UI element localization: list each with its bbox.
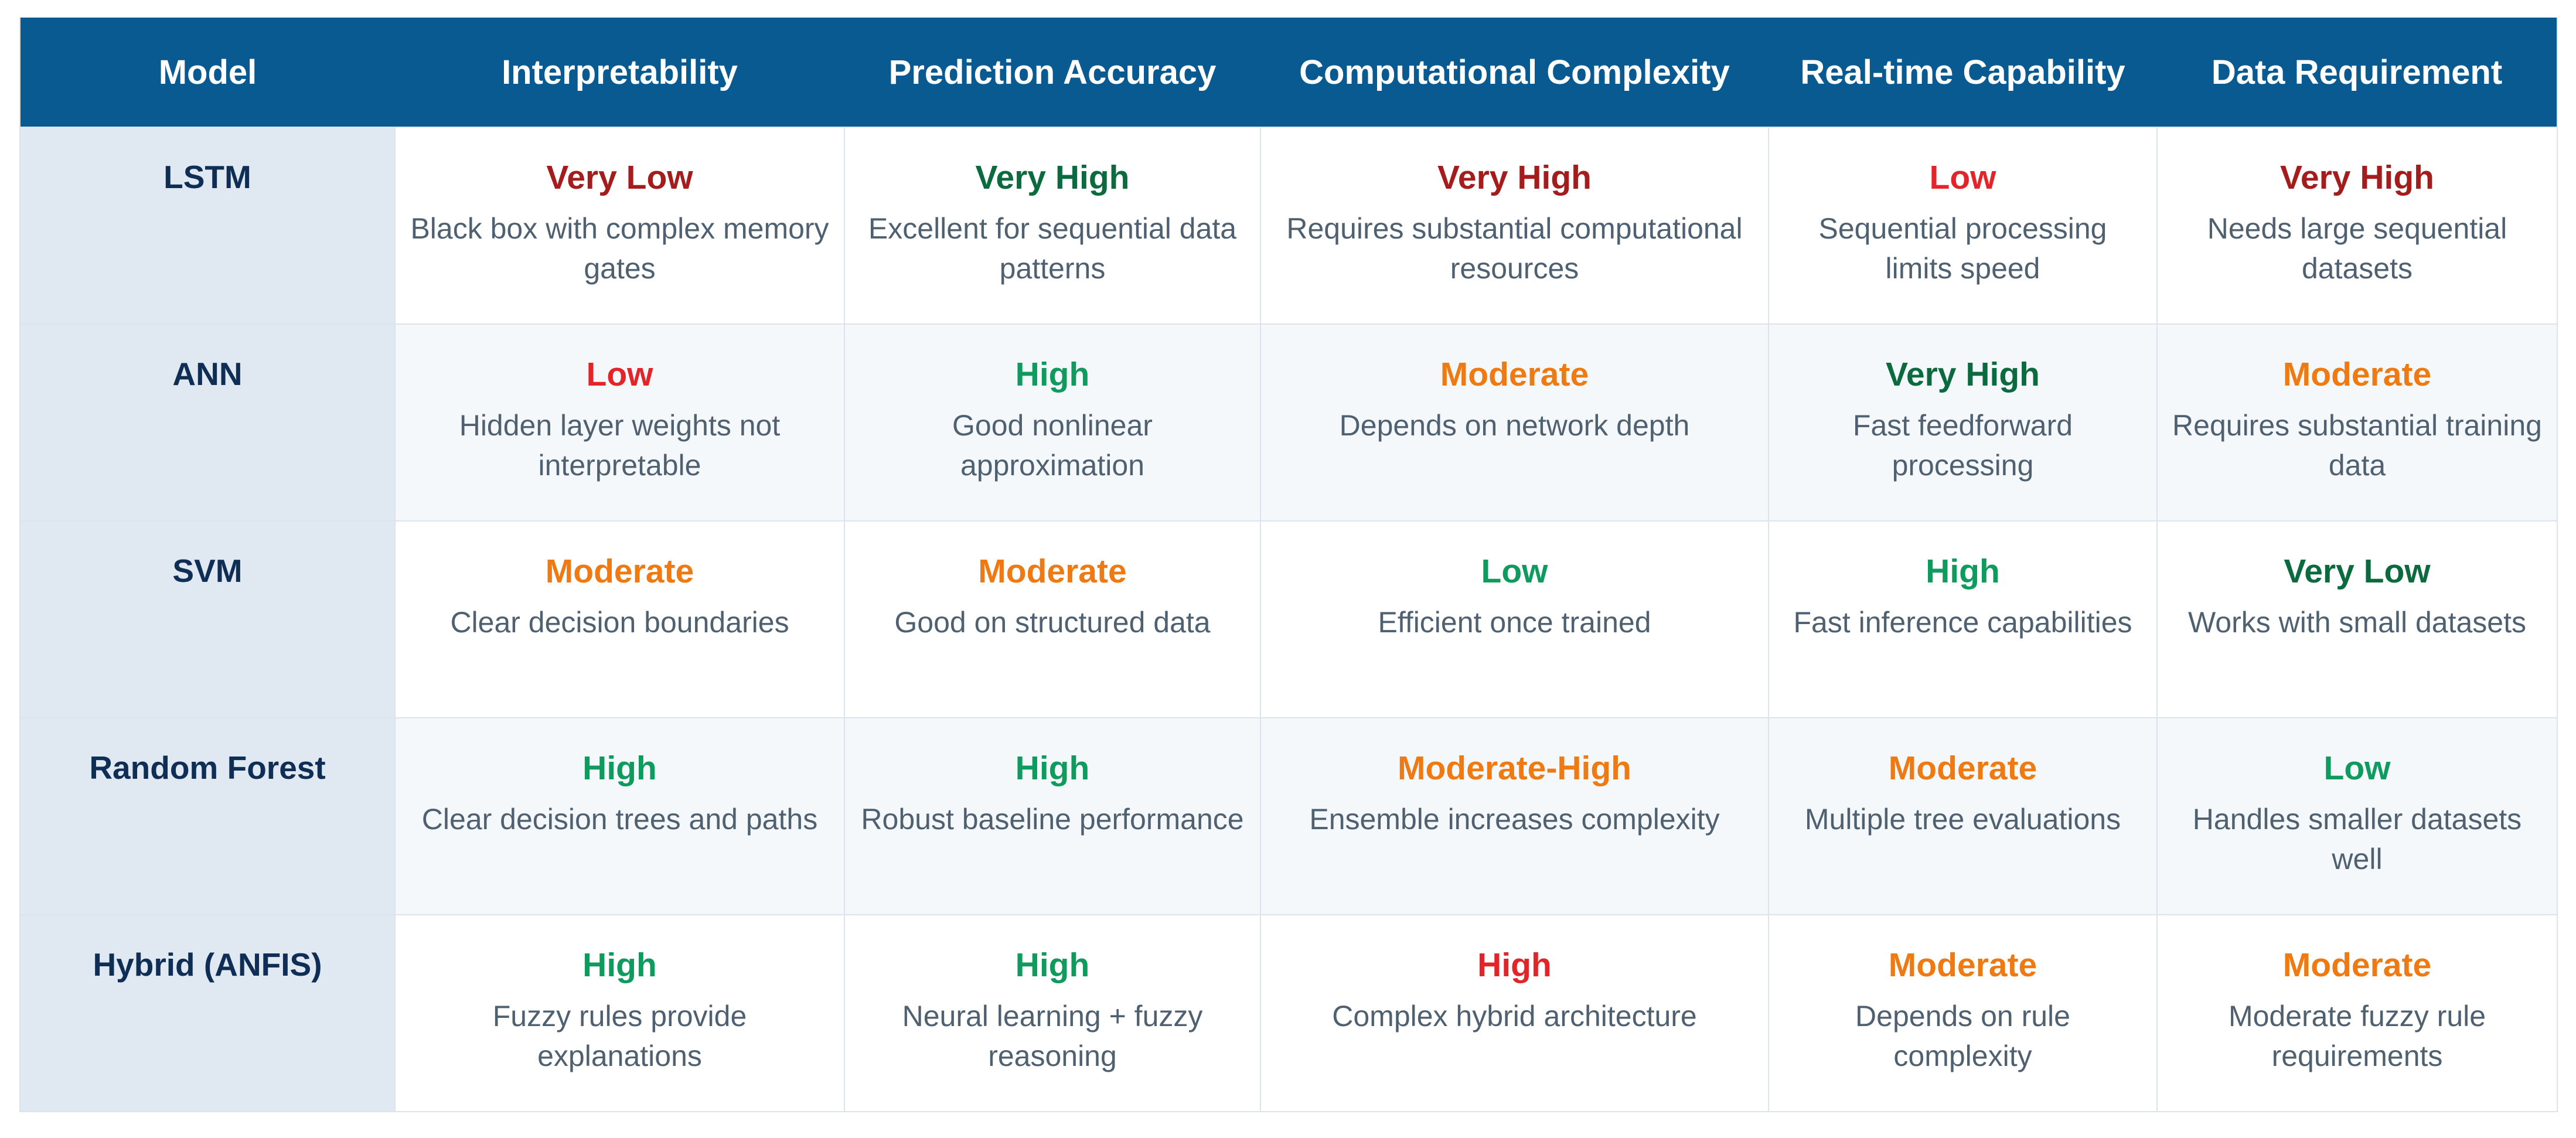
rating-label: Very High [1437, 159, 1592, 196]
rating-description: Requires substantial computational resou… [1286, 212, 1743, 285]
data-requirement-cell: Moderate Requires substantial training da… [2156, 323, 2557, 521]
rating-description: Sequential processing limits speed [1818, 212, 2107, 285]
rating-description: Fast feedforward processing [1852, 409, 2073, 482]
table-row: Random Forest High Clear decision trees an… [20, 717, 2557, 915]
rating-description: Good nonlinear approximation [952, 409, 1153, 482]
rating-label: High [1015, 749, 1090, 787]
computational-complexity-cell: High Complex hybrid architecture [1260, 914, 1769, 1112]
computational-complexity-cell: Moderate Depends on network depth [1260, 323, 1769, 521]
rating-label: Low [1481, 553, 1548, 590]
interpretability-cell: Moderate Clear decision boundaries [394, 520, 844, 718]
header-prediction-accuracy: Prediction Accuracy [844, 18, 1260, 127]
rating-label: Moderate-High [1398, 749, 1631, 787]
rating-label: Moderate [978, 553, 1127, 590]
real-time-capability-cell: Low Sequential processing limits speed [1768, 127, 2157, 324]
interpretability-cell: Low Hidden layer weights not interpretabl… [394, 323, 844, 521]
rating-description: Requires substantial training data [2172, 409, 2542, 482]
table-row: SVM Moderate Clear decision boundaries Mode… [20, 520, 2557, 718]
interpretability-cell: High Fuzzy rules provide explanations [394, 914, 844, 1112]
rating-label: Moderate [545, 553, 694, 590]
rating-description: Hidden layer weights not interpretable [459, 409, 781, 482]
table-row: ANN Low Hidden layer weights not interpret… [20, 323, 2557, 521]
rating-label: High [1015, 356, 1090, 393]
real-time-capability-cell: Very High Fast feedforward processing [1768, 323, 2157, 521]
rating-description: Moderate fuzzy rule requirements [2228, 1000, 2486, 1072]
prediction-accuracy-cell: High Good nonlinear approximation [844, 323, 1260, 521]
rating-description: Neural learning + fuzzy reasoning [902, 1000, 1203, 1072]
rating-description: Depends on rule complexity [1855, 1000, 2070, 1072]
rating-description: Clear decision trees and paths [421, 803, 818, 836]
rating-label: High [1015, 946, 1090, 984]
header-interpretability: Interpretability [395, 18, 844, 127]
data-requirement-cell: Low Handles smaller datasets well [2156, 717, 2557, 915]
rating-description: Efficient once trained [1378, 606, 1651, 639]
rating-description: Fast inference capabilities [1793, 606, 2132, 639]
rating-description: Excellent for sequential data patterns [868, 212, 1237, 285]
rating-description: Complex hybrid architecture [1332, 1000, 1697, 1033]
rating-description: Good on structured data [894, 606, 1211, 639]
model-name-cell: LSTM [20, 127, 395, 324]
table-header: Model Interpretability Prediction Accura… [20, 18, 2557, 127]
header-model: Model [20, 18, 395, 127]
prediction-accuracy-cell: Moderate Good on structured data [844, 520, 1260, 718]
rating-description: Black box with complex memory gates [410, 212, 829, 285]
header-real-time-capability: Real-time Capability [1769, 18, 2157, 127]
rating-description: Robust baseline performance [861, 803, 1244, 836]
prediction-accuracy-cell: High Robust baseline performance [844, 717, 1260, 915]
data-requirement-cell: Moderate Moderate fuzzy rule requirements [2156, 914, 2557, 1112]
rating-description: Needs large sequential datasets [2207, 212, 2507, 285]
rating-label: High [1477, 946, 1552, 984]
table-body: LSTM Very Low Black box with complex memor… [20, 127, 2557, 1112]
prediction-accuracy-cell: Very High Excellent for sequential data p… [844, 127, 1260, 324]
table-row: LSTM Very Low Black box with complex memor… [20, 127, 2557, 324]
rating-label: Moderate [2282, 356, 2432, 393]
rating-label: Very Low [2284, 553, 2431, 590]
rating-label: Very High [975, 159, 1130, 196]
rating-description: Multiple tree evaluations [1804, 803, 2121, 836]
computational-complexity-cell: Low Efficient once trained [1260, 520, 1769, 718]
rating-label: Moderate [1440, 356, 1589, 393]
rating-label: Low [586, 356, 653, 393]
model-comparison-table: Model Interpretability Prediction Accura… [19, 18, 2558, 1112]
rating-description: Ensemble increases complexity [1309, 803, 1720, 836]
header-computational-complexity: Computational Complexity [1260, 18, 1769, 127]
data-requirement-cell: Very High Needs large sequential datasets [2156, 127, 2557, 324]
real-time-capability-cell: Moderate Multiple tree evaluations [1768, 717, 2157, 915]
rating-label: Moderate [1888, 749, 2037, 787]
model-name-cell: SVM [20, 520, 395, 718]
rating-label: Very High [2280, 159, 2434, 196]
real-time-capability-cell: High Fast inference capabilities [1768, 520, 2157, 718]
computational-complexity-cell: Moderate-High Ensemble increases complexi… [1260, 717, 1769, 915]
interpretability-cell: High Clear decision trees and paths [394, 717, 844, 915]
rating-label: Moderate [1888, 946, 2037, 984]
comparison-table-container: Model Interpretability Prediction Accura… [19, 18, 2558, 1112]
rating-label: Moderate [2282, 946, 2432, 984]
rating-description: Clear decision boundaries [450, 606, 789, 639]
computational-complexity-cell: Very High Requires substantial computatio… [1260, 127, 1769, 324]
rating-label: High [1926, 553, 2000, 590]
rating-label: Very Low [546, 159, 693, 196]
rating-label: Very High [1886, 356, 2040, 393]
model-name-cell: Random Forest [20, 717, 395, 915]
header-data-requirement: Data Requirement [2157, 18, 2557, 127]
table-row: Hybrid (ANFIS) High Fuzzy rules provide ex… [20, 914, 2557, 1112]
data-requirement-cell: Very Low Works with small datasets [2156, 520, 2557, 718]
rating-description: Fuzzy rules provide explanations [492, 1000, 747, 1072]
rating-description: Handles smaller datasets well [2192, 803, 2522, 875]
rating-label: High [582, 946, 657, 984]
real-time-capability-cell: Moderate Depends on rule complexity [1768, 914, 2157, 1112]
rating-label: Low [2323, 749, 2391, 787]
rating-label: Low [1929, 159, 1996, 196]
header-row: Model Interpretability Prediction Accura… [20, 18, 2557, 127]
interpretability-cell: Very Low Black box with complex memory ga… [394, 127, 844, 324]
model-name-cell: Hybrid (ANFIS) [20, 914, 395, 1112]
rating-label: High [582, 749, 657, 787]
model-name-cell: ANN [20, 323, 395, 521]
rating-description: Depends on network depth [1339, 409, 1690, 442]
rating-description: Works with small datasets [2187, 606, 2527, 639]
prediction-accuracy-cell: High Neural learning + fuzzy reasoning [844, 914, 1260, 1112]
